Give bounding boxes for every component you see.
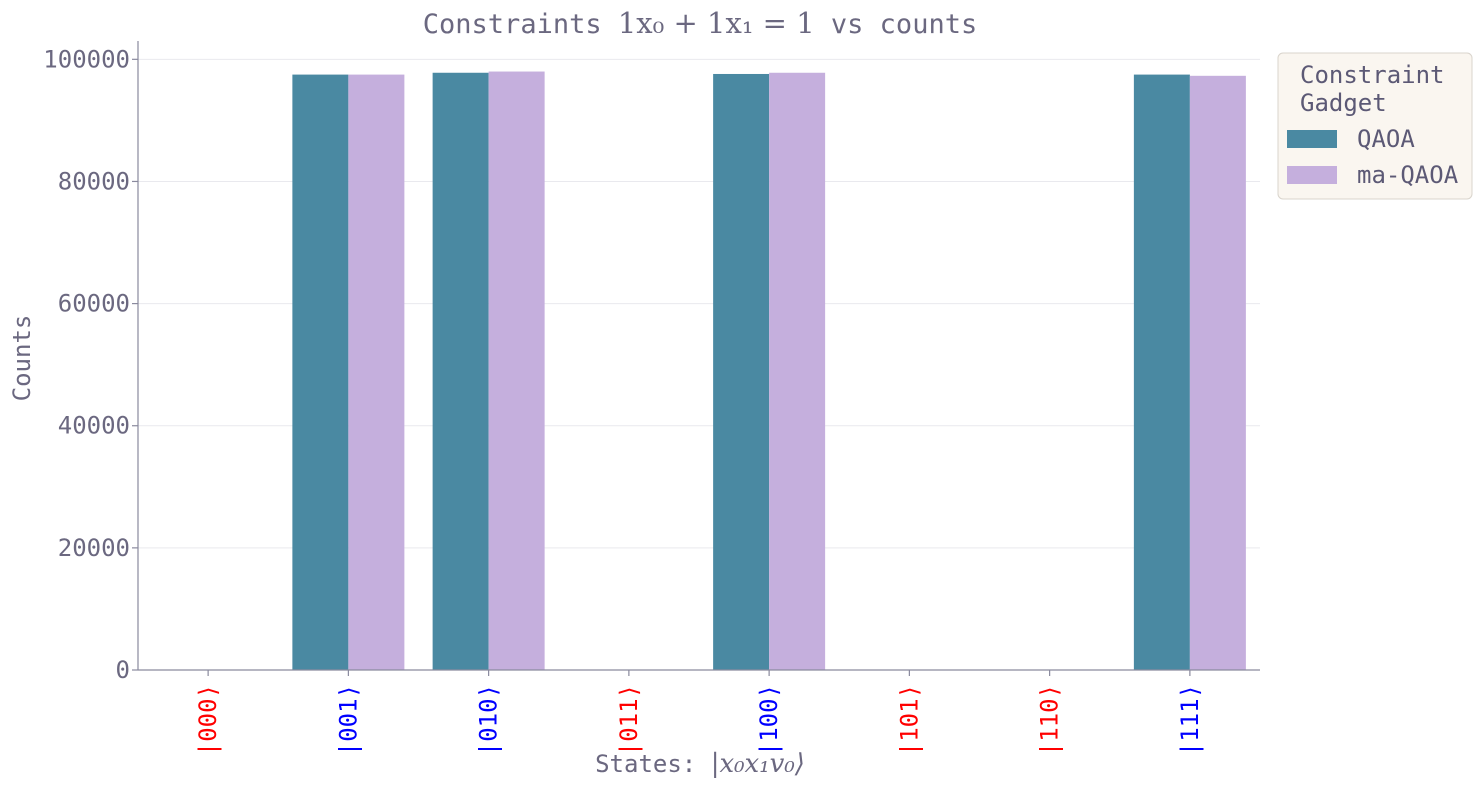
y-tick-label: 20000: [58, 534, 130, 562]
bar-qaoa-7: [1133, 74, 1190, 670]
legend-label-qaoa: QAOA: [1357, 125, 1415, 153]
x-tick-label: |000⟩: [194, 684, 222, 756]
y-tick-label: 0: [116, 656, 130, 684]
legend-frame: [1277, 52, 1473, 200]
chart-title-prefix: Constraints: [423, 9, 618, 40]
y-tick-label: 100000: [43, 45, 130, 73]
x-tick-label: |001⟩: [334, 684, 362, 756]
x-axis-label-prefix: States:: [595, 750, 711, 778]
bar-ma-qaoa-7: [1189, 75, 1246, 671]
y-ticks: 0 20000 40000 60000 80000 100000: [43, 45, 138, 684]
chart-title: Constraints 1x₀ + 1x₁ = 1 vs counts: [423, 6, 977, 40]
y-tick-label: 80000: [58, 167, 130, 195]
x-tick-label: |101⟩: [895, 684, 923, 756]
bars: [292, 71, 1246, 671]
x-axis-label-math: |x₀x₁v₀⟩: [711, 749, 805, 779]
legend: Constraint Gadget QAOA ma-QAOA: [1277, 52, 1473, 200]
x-tick-label: |110⟩: [1036, 684, 1064, 756]
x-ticks: |000⟩ |001⟩ |010⟩ |011⟩ |100⟩ |101⟩ |110⟩ |111⟩: [194, 670, 1204, 756]
legend-swatch-qaoa: [1287, 130, 1337, 148]
y-axis-label: Counts: [8, 315, 36, 402]
x-tick-label: |010⟩: [475, 684, 503, 756]
bar-qaoa-1: [292, 74, 349, 670]
bar-ma-qaoa-4: [769, 72, 826, 670]
chart-title-suffix: vs counts: [815, 9, 978, 40]
bar-ma-qaoa-1: [348, 74, 405, 670]
x-axis-label: States: |x₀x₁v₀⟩: [595, 749, 805, 779]
x-tick-label: |011⟩: [615, 684, 643, 756]
x-tick-label: |111⟩: [1176, 684, 1204, 756]
x-tick-label: |100⟩: [755, 684, 783, 756]
legend-label-ma-qaoa: ma-QAOA: [1357, 161, 1459, 189]
bar-qaoa-4: [713, 73, 770, 671]
y-tick-label: 40000: [58, 412, 130, 440]
legend-title-line-2: Gadget: [1300, 89, 1387, 117]
bar-ma-qaoa-2: [488, 71, 545, 670]
legend-swatch-ma-qaoa: [1287, 166, 1337, 184]
bar-qaoa-2: [432, 72, 489, 670]
chart-title-math: 1x₀ + 1x₁ = 1: [618, 6, 815, 40]
legend-title-line-1: Constraint: [1300, 61, 1445, 89]
y-tick-label: 60000: [58, 290, 130, 318]
